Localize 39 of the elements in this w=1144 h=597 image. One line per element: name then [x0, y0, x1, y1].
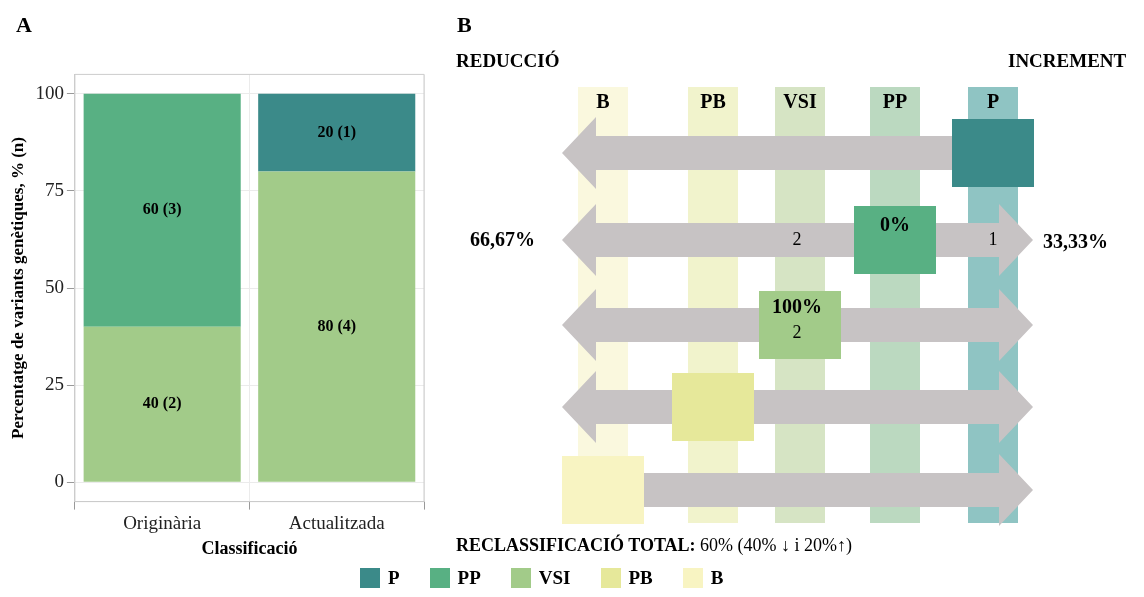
text: RECLASSIFICACIÓ TOTAL: 60% (40% ↓ i 20%↑): [456, 535, 853, 555]
text: REDUCCIÓ: [456, 50, 560, 72]
x-tick-label: Originària: [123, 511, 202, 533]
category-label: PB: [699, 90, 727, 113]
category-label: PP: [881, 90, 909, 113]
category-label: P: [985, 90, 1001, 113]
bar: [258, 93, 416, 172]
bar: [83, 93, 241, 327]
category-label: B: [595, 90, 611, 113]
text: B: [457, 12, 472, 38]
y-tick-label: 75: [44, 178, 64, 200]
data-label: 80 (4): [317, 316, 357, 335]
bar: [258, 171, 416, 482]
legend-label: P: [388, 567, 400, 589]
y-tick-label: 0: [54, 470, 64, 492]
category-label: VSI: [782, 90, 818, 113]
y-tick-label: 50: [44, 275, 64, 297]
text: 66,67%: [470, 228, 535, 251]
text: 2: [791, 229, 803, 250]
x-axis-title: Classificació: [201, 537, 298, 558]
text: 2: [791, 322, 803, 343]
legend-label: B: [710, 567, 724, 589]
y-tick-label: 100: [35, 81, 64, 103]
data-label: 60 (3): [142, 200, 182, 219]
text: 0%: [879, 213, 911, 236]
text: INCREMENT: [1008, 50, 1127, 72]
text: 1: [987, 229, 999, 250]
legend-label: PP: [457, 567, 481, 589]
chart-title: A: [16, 12, 32, 38]
x-tick-label: Actualitzada: [288, 511, 386, 533]
y-axis-title: Percentatge de variants genètiques, % (n): [7, 137, 27, 439]
bar: [83, 326, 241, 482]
legend-label: PB: [628, 567, 653, 589]
legend-label: VSI: [538, 567, 571, 589]
data-label: 40 (2): [142, 394, 182, 413]
y-tick-label: 25: [44, 373, 64, 395]
text: 33,33%: [1043, 230, 1108, 253]
data-label: 20 (1): [317, 122, 357, 141]
text: 100%: [771, 295, 823, 318]
